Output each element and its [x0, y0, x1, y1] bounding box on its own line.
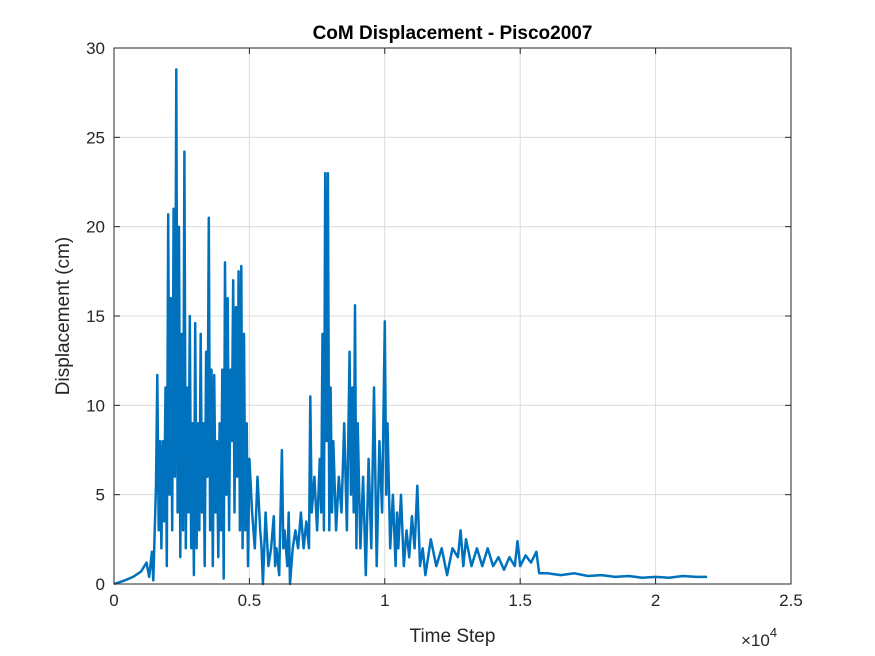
x-exponent-base: ×10	[741, 631, 770, 650]
y-tick-label: 20	[86, 218, 105, 237]
chart-title: CoM Displacement - Pisco2007	[313, 23, 593, 44]
x-tick-label: 1	[380, 591, 389, 610]
x-tick-label: 0	[109, 591, 118, 610]
y-tick-label: 5	[96, 486, 105, 505]
y-tick-label: 30	[86, 39, 105, 58]
ticks: 0 0.5 1 1.5 2 2.5 0 5 10 15 20 25 30	[86, 39, 803, 610]
x-tick-label: 2.5	[779, 591, 803, 610]
y-tick-label: 0	[96, 575, 105, 594]
series-layer	[113, 68, 708, 586]
y-tick-label: 15	[86, 307, 105, 326]
x-tick-label: 1.5	[508, 591, 532, 610]
y-axis-label: Displacement (cm)	[53, 237, 74, 395]
x-axis-exponent: ×104	[741, 625, 777, 650]
series-line	[113, 68, 708, 586]
x-tick-label: 2	[651, 591, 660, 610]
y-tick-label: 25	[86, 128, 105, 147]
x-exponent-power: 4	[770, 625, 777, 640]
x-axis-label: Time Step	[410, 626, 496, 647]
y-tick-label: 10	[86, 396, 105, 415]
x-tick-label: 0.5	[238, 591, 262, 610]
